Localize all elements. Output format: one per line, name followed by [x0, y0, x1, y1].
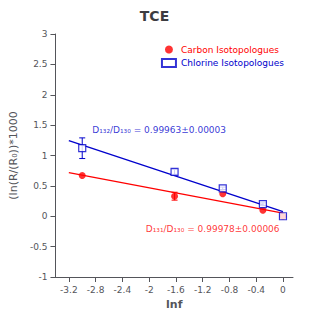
svg-text:(ln(R/(R₀))*1000: (ln(R/(R₀))*1000 [7, 111, 20, 199]
svg-text:0: 0 [42, 211, 48, 221]
svg-text:-1.6: -1.6 [167, 285, 185, 295]
svg-text:0.5: 0.5 [33, 181, 47, 191]
svg-text:-1: -1 [38, 272, 47, 282]
svg-text:D₁₃₁/D₁₃₀ = 0.99978±0.00006: D₁₃₁/D₁₃₀ = 0.99978±0.00006 [146, 224, 280, 234]
svg-text:Carbon Isotopologues: Carbon Isotopologues [181, 45, 279, 55]
svg-text:D₁₃₂/D₁₃₀ = 0.99963±0.00003: D₁₃₂/D₁₃₀ = 0.99963±0.00003 [92, 125, 226, 135]
svg-text:2.5: 2.5 [33, 59, 47, 69]
svg-text:-2.8: -2.8 [87, 285, 105, 295]
svg-text:1: 1 [42, 151, 48, 161]
svg-text:-3.2: -3.2 [60, 285, 78, 295]
svg-text:-0.8: -0.8 [221, 285, 239, 295]
svg-text:-0.4: -0.4 [247, 285, 265, 295]
svg-text:-2: -2 [145, 285, 154, 295]
svg-text:lnf: lnf [166, 298, 183, 311]
svg-text:TCE: TCE [140, 8, 169, 24]
svg-text:1.5: 1.5 [33, 120, 47, 130]
svg-text:0: 0 [280, 285, 286, 295]
svg-text:2: 2 [42, 90, 48, 100]
svg-text:3: 3 [42, 29, 48, 39]
svg-text:Chlorine Isotopologues: Chlorine Isotopologues [181, 58, 284, 68]
svg-text:-0.5: -0.5 [30, 242, 48, 252]
svg-text:-2.4: -2.4 [114, 285, 132, 295]
svg-text:-1.2: -1.2 [194, 285, 212, 295]
